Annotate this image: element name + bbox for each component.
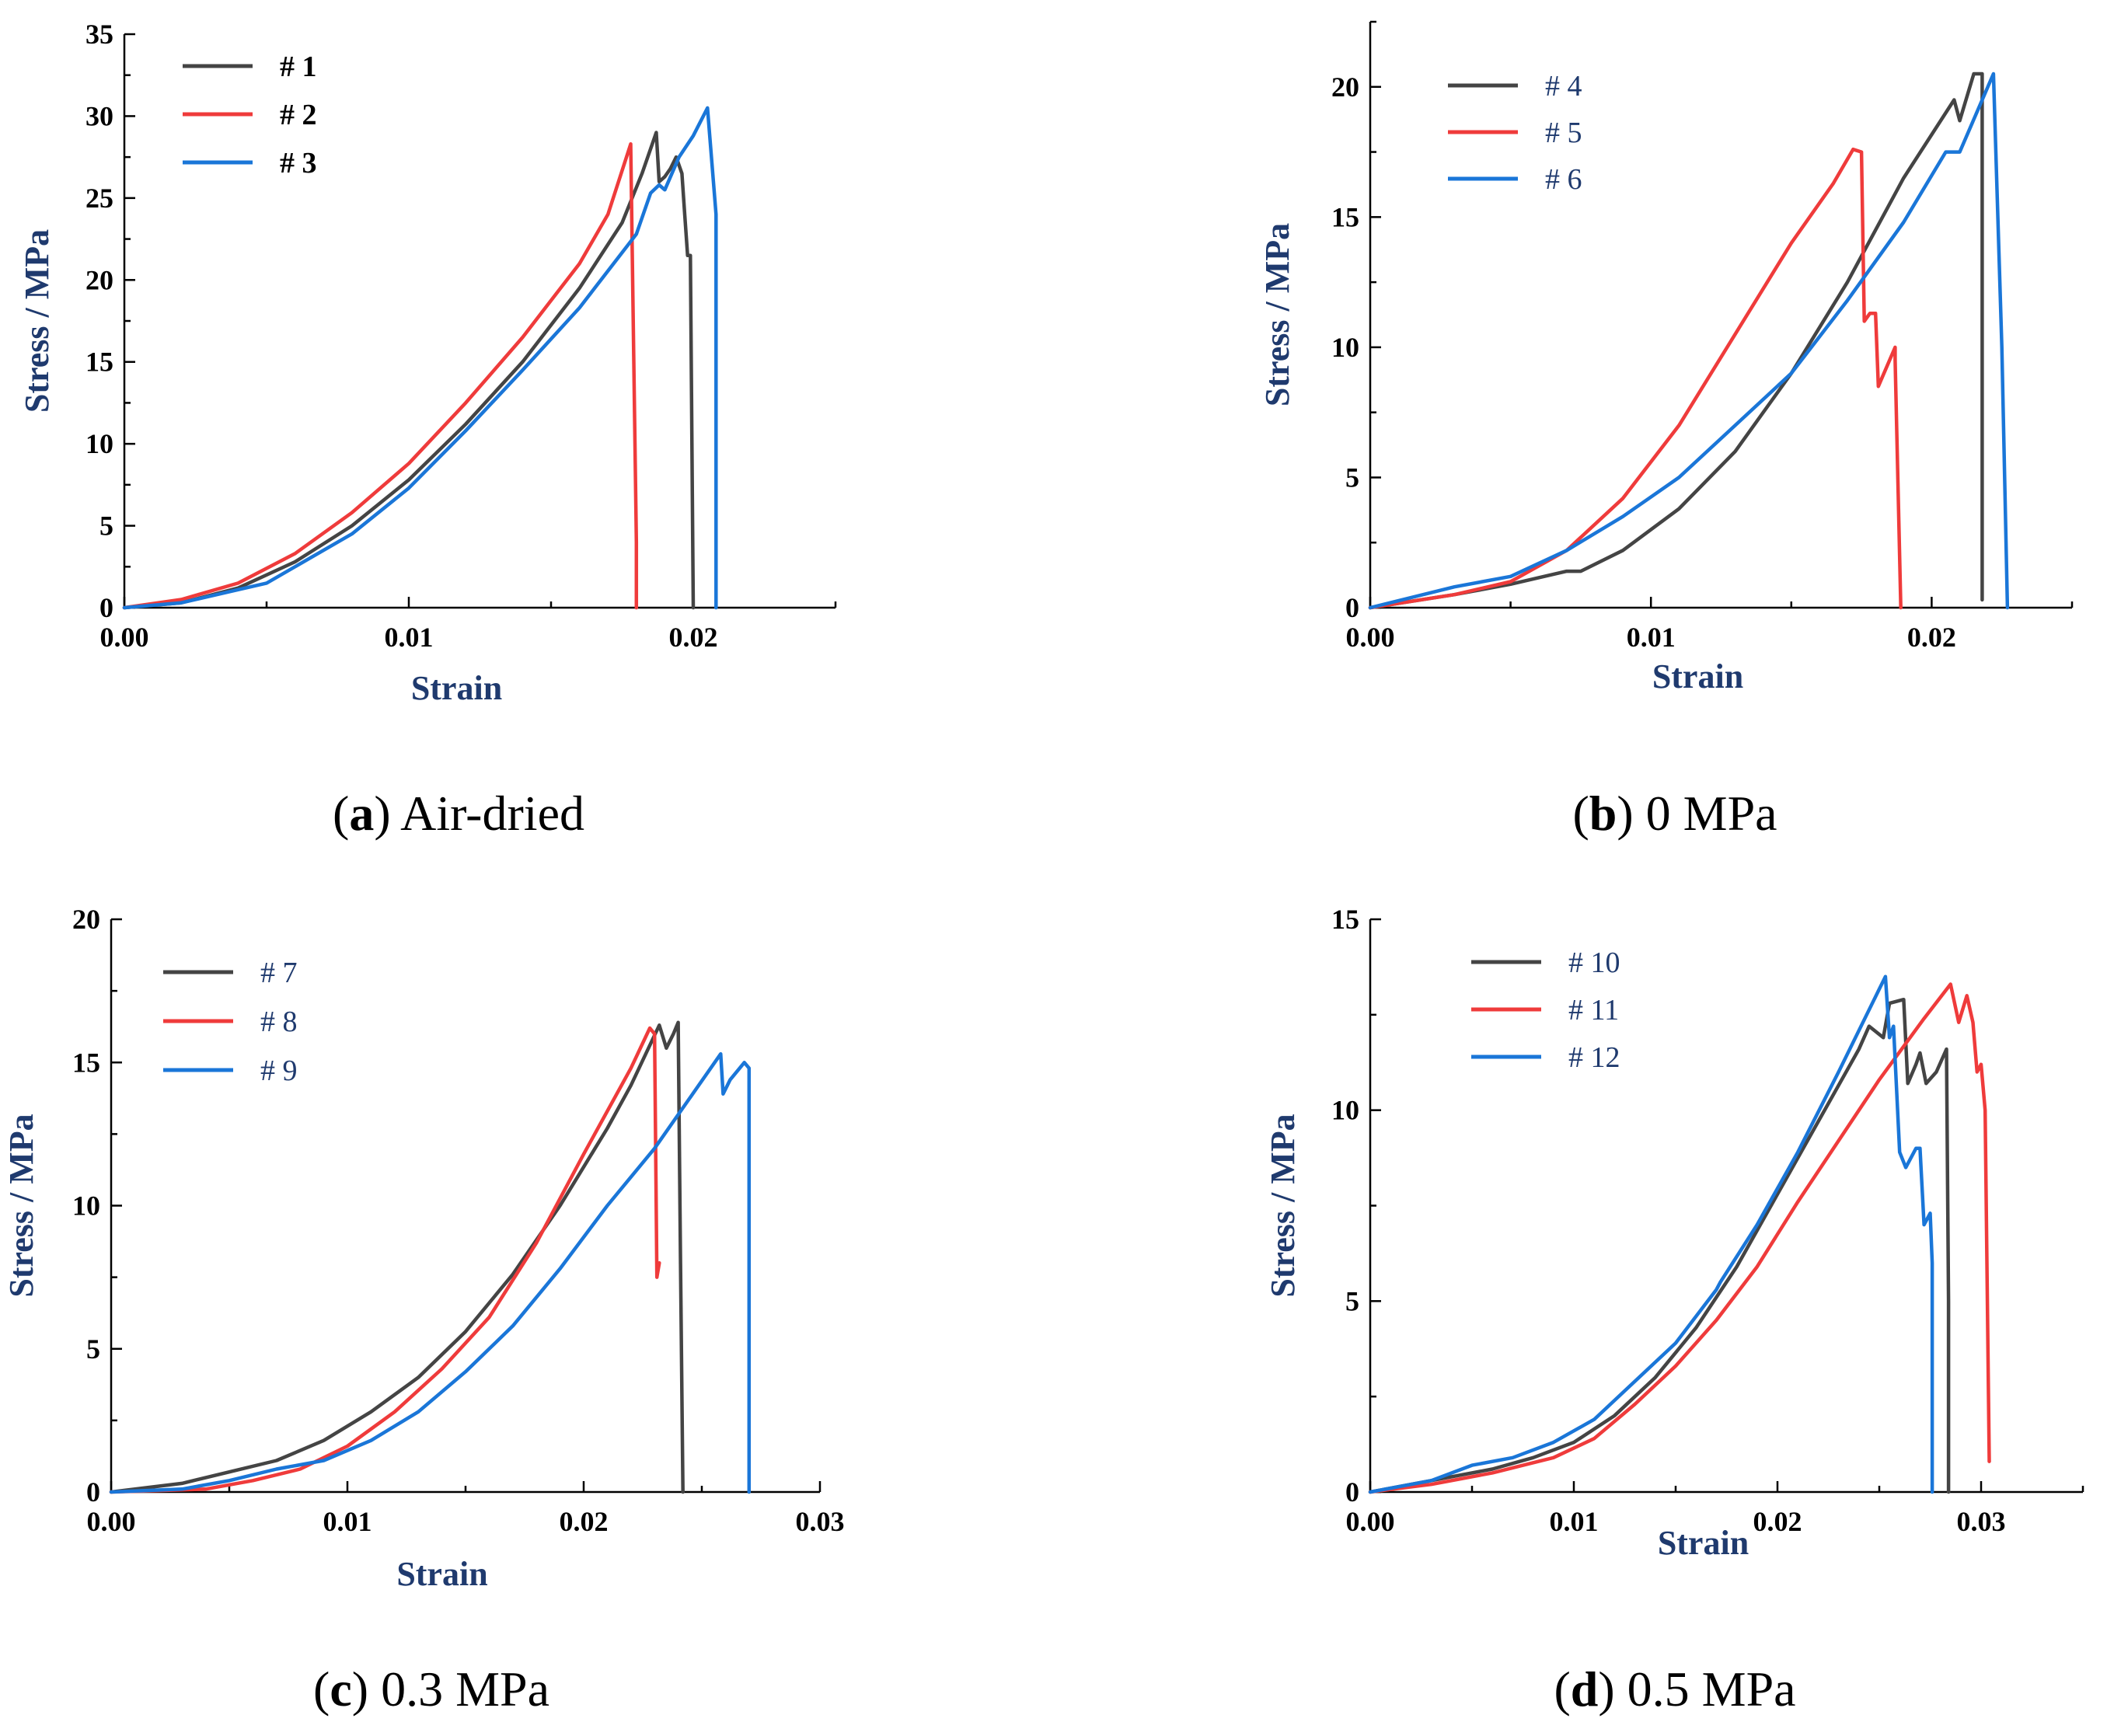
caption-label: 0.3 MPa	[381, 1661, 549, 1717]
caption-letter: b	[1589, 786, 1617, 841]
caption-close-paren: )	[1598, 1661, 1627, 1717]
x-axis-title: Strain	[1658, 1524, 1749, 1562]
y-tick-label: 15	[1331, 201, 1359, 232]
legend-label: # 1	[280, 51, 317, 83]
y-tick-label: 5	[99, 511, 113, 542]
y-tick-label: 10	[1331, 332, 1359, 363]
x-tick-label: 0.02	[560, 1506, 609, 1537]
panel-caption: (d) 0.5 MPa	[1554, 1661, 1795, 1717]
y-tick-label: 10	[1331, 1095, 1359, 1126]
x-tick-label: 0.01	[385, 622, 434, 653]
legend-label: # 6	[1545, 163, 1582, 196]
y-tick-label: 15	[72, 1047, 100, 1078]
y-tick-label: 0	[86, 1476, 100, 1508]
x-axis-title: Strain	[396, 1555, 487, 1593]
caption-letter: d	[1571, 1661, 1599, 1717]
x-axis-title: Strain	[1652, 657, 1743, 695]
legend-label: # 4	[1545, 70, 1582, 103]
x-tick-label: 0.00	[87, 1506, 136, 1537]
x-tick-label: 0.00	[1346, 622, 1395, 653]
y-axis-title: Stress / MPa	[18, 229, 56, 413]
panel-caption: (b) 0 MPa	[1572, 786, 1777, 841]
legend-label: # 7	[260, 957, 298, 989]
caption-open-paren: (	[1554, 1661, 1570, 1717]
legend-label: # 9	[260, 1054, 298, 1087]
legend-label: # 12	[1568, 1041, 1620, 1074]
series-line-4	[1368, 71, 1984, 610]
x-tick-label: 0.03	[1957, 1506, 2006, 1537]
chart-panel-a: 0 5 10 15 20 25 30 35 0.00 0.01 0.02 Strain Stress /…	[18, 19, 837, 841]
panel-caption: (a) Air-dried	[333, 786, 584, 841]
caption-letter: a	[349, 786, 374, 841]
caption-label: 0.5 MPa	[1627, 1661, 1796, 1717]
series-line-1	[122, 131, 696, 610]
y-axis-title: Stress / MPa	[1258, 223, 1296, 406]
legend: # 1 # 2 # 3	[183, 51, 317, 180]
y-tick-label: 15	[1331, 904, 1359, 935]
legend: # 10 # 11 # 12	[1471, 946, 1620, 1074]
y-tick-label: 5	[1345, 1285, 1359, 1316]
y-axis-title: Stress / MPa	[1264, 1114, 1302, 1297]
x-tick-label: 0.01	[323, 1506, 372, 1537]
x-tick-label: 0.00	[100, 622, 149, 653]
y-tick-label: 15	[85, 347, 113, 378]
x-tick-label: 0.02	[1753, 1506, 1802, 1537]
y-tick-label: 0	[99, 592, 113, 623]
y-tick-label: 25	[85, 183, 113, 214]
y-tick-label: 20	[1331, 71, 1359, 103]
x-tick-label: 0.02	[1907, 622, 1956, 653]
y-tick-label: 20	[72, 904, 100, 935]
series-line-11	[1368, 982, 1991, 1494]
series-line-12	[1368, 974, 1934, 1494]
caption-close-paren: )	[352, 1661, 381, 1717]
y-tick-label: 5	[86, 1333, 100, 1365]
chart-panel-d: 0 5 10 15 0.00 0.01 0.02 0.03 Strain Stress / MPa…	[1264, 904, 2084, 1717]
y-tick-label: 0	[1345, 592, 1359, 623]
caption-label: Air-dried	[400, 786, 584, 841]
y-tick-label: 10	[72, 1190, 100, 1222]
y-tick-label: 20	[85, 264, 113, 295]
x-tick-label: 0.01	[1550, 1506, 1599, 1537]
caption-close-paren: )	[1617, 786, 1645, 841]
legend-label: # 5	[1545, 117, 1582, 149]
legend-label: # 10	[1568, 946, 1620, 979]
series-line-10	[1368, 997, 1951, 1494]
caption-open-paren: (	[313, 1661, 330, 1717]
y-tick-label: 35	[85, 19, 113, 50]
y-tick-label: 5	[1345, 462, 1359, 493]
x-axis-title: Strain	[411, 669, 502, 707]
caption-close-paren: )	[374, 786, 400, 841]
legend: # 4 # 5 # 6	[1448, 70, 1582, 196]
series-line-2	[122, 142, 639, 610]
legend-label: # 2	[280, 99, 317, 131]
series-line-8	[109, 1026, 661, 1494]
y-axis-title: Stress / MPa	[2, 1114, 40, 1297]
y-tick-label: 10	[85, 428, 113, 459]
legend: # 7 # 8 # 9	[163, 957, 298, 1087]
legend-label: # 8	[260, 1006, 298, 1038]
x-tick-label: 0.01	[1627, 622, 1676, 653]
panel-caption: (c) 0.3 MPa	[313, 1661, 549, 1717]
x-tick-label: 0.00	[1346, 1506, 1395, 1537]
caption-label: 0 MPa	[1646, 786, 1777, 841]
series-line-9	[109, 1051, 752, 1494]
caption-open-paren: (	[1572, 786, 1589, 841]
caption-letter: c	[330, 1661, 351, 1717]
series-line-3	[122, 106, 718, 610]
caption-open-paren: (	[333, 786, 349, 841]
x-tick-label: 0.03	[796, 1506, 845, 1537]
x-tick-label: 0.02	[669, 622, 718, 653]
y-tick-label: 30	[85, 100, 113, 131]
y-tick-label: 0	[1345, 1476, 1359, 1508]
chart-panel-b: 0 5 10 15 20 0.00 0.01 0.02 Strain Stress / MPa # …	[1258, 20, 2074, 841]
chart-panel-c: 0 5 10 15 20 0.00 0.01 0.02 0.03 Strain Stress / M…	[2, 904, 845, 1717]
series-line-6	[1368, 71, 2010, 610]
series-line-7	[109, 1020, 685, 1494]
legend-label: # 11	[1568, 994, 1619, 1027]
legend-label: # 3	[280, 147, 317, 180]
